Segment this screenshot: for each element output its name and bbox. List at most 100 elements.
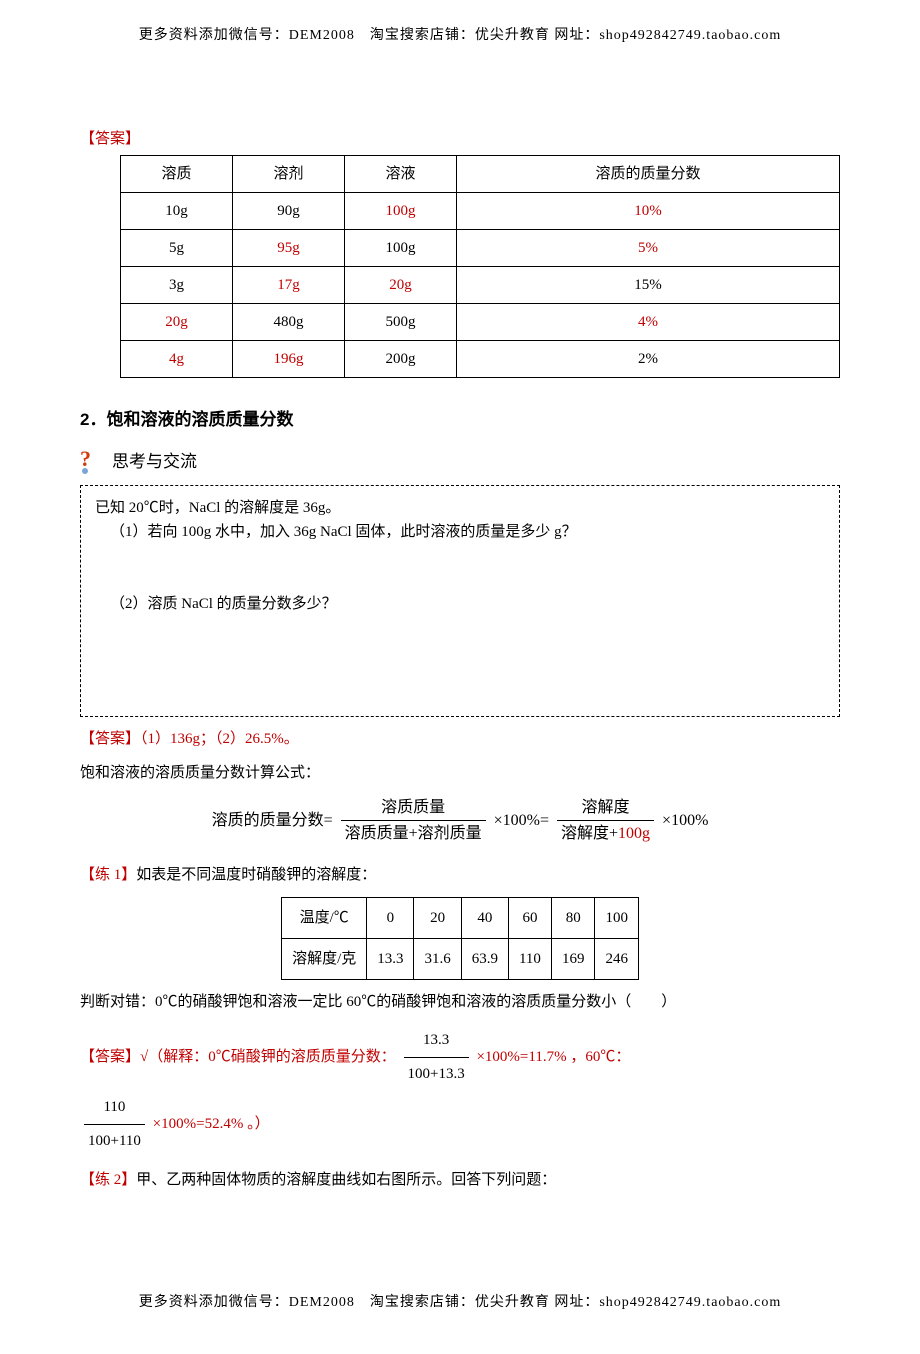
table1-cell: 2%: [457, 341, 840, 378]
formula-tail: ×100%: [662, 812, 708, 829]
frac2-num: 溶解度: [557, 795, 654, 821]
page-footer: 更多资料添加微信号：DEM2008 淘宝搜索店铺：优尖升教育 网址：shop49…: [80, 1292, 840, 1314]
table1-cell: 20g: [121, 304, 233, 341]
formula-intro: 饱和溶液的溶质质量分数计算公式：: [80, 761, 840, 785]
table1-cell: 4%: [457, 304, 840, 341]
table2-cell: 0: [367, 897, 414, 938]
table-row: 4g196g200g2%: [121, 341, 840, 378]
table2-cell: 31.6: [414, 938, 461, 979]
table1-cell: 500g: [345, 304, 457, 341]
table-row: 20g480g500g4%: [121, 304, 840, 341]
frac1-num: 溶质质量: [341, 795, 486, 821]
question-mark: ?: [80, 448, 102, 470]
table1-header-cell: 溶质: [121, 156, 233, 193]
practice2-text: 甲、乙两种固体物质的溶解度曲线如右图所示。回答下列问题：: [136, 1172, 556, 1188]
table1-cell: 100g: [345, 193, 457, 230]
p1a-frac1-num: 13.3: [404, 1024, 469, 1057]
p1a-frac1: 13.3 100+13.3: [404, 1024, 469, 1091]
table2-row-temps: 温度/℃020406080100: [282, 897, 639, 938]
table1-header: 溶质溶剂溶液溶质的质量分数: [121, 156, 840, 193]
table2: 温度/℃020406080100 溶解度/克13.331.663.9110169…: [281, 897, 639, 980]
answer-label-1: 【答案】: [80, 127, 840, 151]
table2-rowlabel: 温度/℃: [282, 897, 367, 938]
spacer: [95, 544, 825, 592]
p1a-tail: ×100%=52.4% 。）: [153, 1116, 270, 1132]
table1-header-cell: 溶剂: [233, 156, 345, 193]
table1-header-cell: 溶液: [345, 156, 457, 193]
table2-cell: 60: [508, 897, 551, 938]
answer-label-3: 【答案】: [80, 1049, 140, 1065]
question-icon: ?: [80, 448, 102, 474]
table1-cell: 196g: [233, 341, 345, 378]
think-label: 思考与交流: [112, 448, 197, 475]
table1-body: 10g90g100g10%5g95g100g5%3g17g20g15%20g48…: [121, 193, 840, 378]
table1-cell: 4g: [121, 341, 233, 378]
frac2-den-prefix: 溶解度+: [561, 825, 618, 842]
frac1-den: 溶质质量+溶剂质量: [341, 820, 486, 847]
think-box: 已知 20℃时，NaCl 的溶解度是 36g。 （1）若向 100g 水中，加入…: [80, 485, 840, 717]
think-q1: （1）若向 100g 水中，加入 36g NaCl 固体，此时溶液的质量是多少 …: [95, 520, 825, 544]
table1-cell: 100g: [345, 230, 457, 267]
table1-wrap: 溶质溶剂溶液溶质的质量分数 10g90g100g10%5g95g100g5%3g…: [120, 155, 840, 378]
practice1-text: 如表是不同温度时硝酸钾的溶解度：: [136, 867, 376, 883]
practice1-label: 【练 1】: [80, 867, 136, 883]
table1-cell: 10g: [121, 193, 233, 230]
table1: 溶质溶剂溶液溶质的质量分数 10g90g100g10%5g95g100g5%3g…: [120, 155, 840, 378]
practice2-line: 【练 2】甲、乙两种固体物质的溶解度曲线如右图所示。回答下列问题：: [80, 1168, 840, 1192]
table1-cell: 10%: [457, 193, 840, 230]
table1-cell: 480g: [233, 304, 345, 341]
table1-cell: 5g: [121, 230, 233, 267]
p1a-frac2-den: 100+110: [84, 1124, 145, 1158]
judge-text: 判断对错：0℃的硝酸钾饱和溶液一定比 60℃的硝酸钾饱和溶液的溶质质量分数小（ …: [80, 990, 840, 1014]
frac2-den-red: 100g: [618, 825, 650, 842]
answer-line-2: 【答案】（1）136g；（2）26.5%。: [80, 727, 840, 751]
table1-cell: 17g: [233, 267, 345, 304]
table2-cell: 13.3: [367, 938, 414, 979]
formula-lhs: 溶质的质量分数=: [212, 812, 333, 829]
table2-cell: 20: [414, 897, 461, 938]
table2-cell: 100: [595, 897, 639, 938]
table1-cell: 95g: [233, 230, 345, 267]
spacer: [80, 47, 840, 127]
p1a-prefix: √（解释：0℃硝酸钾的溶质质量分数：: [140, 1049, 396, 1065]
table2-cell: 110: [508, 938, 551, 979]
table2-cell: 246: [595, 938, 639, 979]
table1-cell: 15%: [457, 267, 840, 304]
table2-rowlabel: 溶解度/克: [282, 938, 367, 979]
formula-frac1: 溶质质量 溶质质量+溶剂质量: [341, 795, 486, 847]
think-row: ? 思考与交流: [80, 448, 840, 475]
p1a-frac2: 110 100+110: [84, 1091, 145, 1158]
table2-cell: 169: [551, 938, 595, 979]
table-row: 3g17g20g15%: [121, 267, 840, 304]
frac2-den: 溶解度+100g: [557, 820, 654, 847]
table1-cell: 20g: [345, 267, 457, 304]
page: 更多资料添加微信号：DEM2008 淘宝搜索店铺：优尖升教育 网址：shop49…: [0, 0, 920, 1354]
table2-cell: 40: [461, 897, 508, 938]
question-dot: [82, 468, 88, 474]
table2-cell: 80: [551, 897, 595, 938]
think-q2: （2）溶质 NaCl 的质量分数多少？: [95, 592, 825, 616]
p1a-frac1-den: 100+13.3: [404, 1057, 469, 1091]
table1-header-cell: 溶质的质量分数: [457, 156, 840, 193]
think-line-1: 已知 20℃时，NaCl 的溶解度是 36g。: [95, 496, 825, 520]
answer-text-2: （1）136g；（2）26.5%。: [140, 731, 299, 747]
formula-frac2: 溶解度 溶解度+100g: [557, 795, 654, 847]
practice1-line: 【练 1】如表是不同温度时硝酸钾的溶解度：: [80, 863, 840, 887]
page-header: 更多资料添加微信号：DEM2008 淘宝搜索店铺：优尖升教育 网址：shop49…: [80, 25, 840, 47]
answer-label-2: 【答案】: [80, 731, 140, 747]
formula-mid: ×100%=: [494, 812, 549, 829]
p1a-frac2-num: 110: [84, 1091, 145, 1124]
table1-cell: 200g: [345, 341, 457, 378]
table1-cell: 5%: [457, 230, 840, 267]
table1-cell: 3g: [121, 267, 233, 304]
practice1-answer: 【答案】√（解释：0℃硝酸钾的溶质质量分数： 13.3 100+13.3 ×10…: [80, 1024, 840, 1158]
table1-cell: 90g: [233, 193, 345, 230]
section-heading-2: 2．饱和溶液的溶质质量分数: [80, 406, 840, 433]
table-row: 5g95g100g5%: [121, 230, 840, 267]
table2-cell: 63.9: [461, 938, 508, 979]
table-row: 10g90g100g10%: [121, 193, 840, 230]
formula: 溶质的质量分数= 溶质质量 溶质质量+溶剂质量 ×100%= 溶解度 溶解度+1…: [80, 795, 840, 847]
table2-row-values: 溶解度/克13.331.663.9110169246: [282, 938, 639, 979]
practice2-label: 【练 2】: [80, 1172, 136, 1188]
p1a-mid: ×100%=11.7% ，60℃：: [476, 1049, 630, 1065]
